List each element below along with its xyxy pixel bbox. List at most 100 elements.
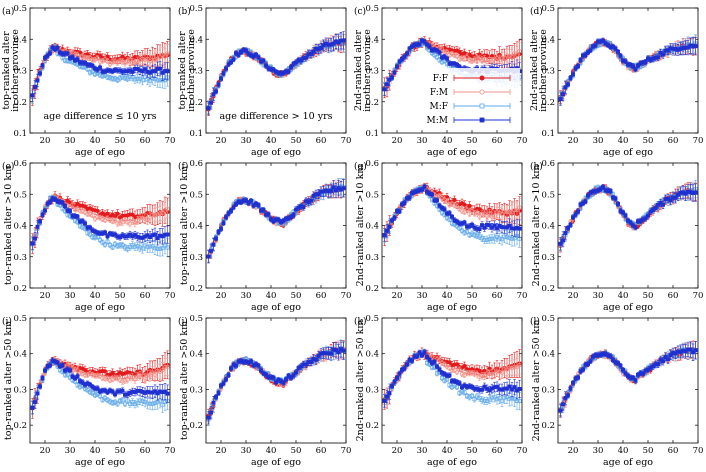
series-mm (558, 37, 698, 106)
y-tick-label: 0.1 (189, 129, 203, 139)
data-point (33, 236, 37, 241)
legend-marker (479, 117, 485, 123)
data-point (63, 58, 67, 63)
data-point (447, 52, 452, 57)
data-point (474, 56, 480, 61)
x-tick-label: 70 (341, 136, 352, 146)
data-point (432, 53, 437, 57)
data-point (40, 63, 45, 68)
data-point (105, 239, 110, 244)
data-point (561, 92, 565, 97)
series-fm (558, 35, 698, 105)
data-point (153, 69, 157, 74)
data-point (90, 235, 95, 239)
data-point (244, 48, 248, 53)
data-point (477, 56, 482, 61)
data-point (105, 54, 110, 59)
data-point (103, 242, 107, 247)
y-tick-label: 0.4 (541, 35, 555, 45)
y-axis-label: 2nd-ranked alter (529, 30, 540, 111)
data-point (137, 216, 143, 221)
data-point (160, 210, 165, 215)
data-point (145, 217, 150, 222)
data-point (457, 49, 462, 54)
data-point (38, 71, 42, 76)
data-point (224, 66, 228, 71)
data-point (140, 246, 145, 251)
data-point (231, 57, 236, 62)
data-point (216, 82, 221, 87)
y-tick-label: 0.2 (541, 98, 555, 108)
data-point (150, 212, 155, 217)
x-tick-label: 70 (165, 136, 176, 146)
x-tick-label: 60 (668, 136, 679, 146)
panel-e: 20 30 40 50 60 70 0.2 0.3 0.4 0.5 0.6 age of ego top… (2, 159, 175, 313)
data-point (77, 50, 83, 55)
data-point (38, 219, 42, 224)
data-point (75, 214, 80, 219)
data-point (152, 212, 158, 217)
data-point (95, 56, 100, 61)
data-point (489, 59, 495, 64)
x-tick-label: 60 (140, 136, 151, 146)
data-point (392, 70, 397, 75)
x-tick-label: 30 (417, 136, 428, 146)
data-point (95, 208, 100, 213)
panel-b: 20 30 40 50 60 70 0.1 0.2 0.3 0.4 0.5 age of ego top… (177, 4, 351, 158)
legend-label-mf: M:F (430, 102, 449, 112)
data-point (95, 214, 100, 220)
panel-label: (d) (530, 6, 543, 17)
data-point (271, 67, 276, 72)
y-tick-label: 0.5 (13, 190, 27, 200)
y-tick-label: 0.2 (13, 284, 27, 294)
data-point (390, 75, 394, 80)
data-point (140, 69, 145, 74)
x-tick-label: 60 (140, 291, 151, 301)
data-point (140, 78, 145, 83)
data-point (90, 57, 95, 63)
data-point (82, 55, 88, 60)
data-point (110, 59, 115, 64)
data-point (517, 49, 522, 54)
y-tick-label: 0.5 (189, 190, 203, 200)
data-point (309, 51, 313, 56)
data-point (98, 65, 102, 70)
y-axis-label: in other province (362, 29, 373, 112)
data-point (509, 54, 515, 59)
data-point (504, 53, 510, 58)
data-point (445, 56, 449, 61)
y-axis-label: top-ranked alter >10 km (179, 166, 190, 285)
x-axis-label: age of ego (251, 147, 301, 158)
data-point (105, 75, 110, 80)
x-axis-label: age of ego (427, 147, 477, 158)
panel-c: 20 30 40 50 60 70 0.1 0.2 0.3 0.4 0.5 age of ego 2nd… (353, 4, 527, 158)
y-tick-label: 0.5 (13, 4, 27, 14)
x-tick-label: 30 (241, 136, 252, 146)
data-point (502, 56, 507, 61)
data-point (239, 50, 243, 54)
data-point (142, 57, 148, 63)
data-point (130, 69, 135, 74)
data-point (75, 52, 80, 57)
data-point (487, 56, 492, 61)
data-point (130, 59, 135, 64)
legend: F:F F:M M:F M:M (408, 68, 520, 130)
data-point (165, 51, 170, 56)
data-point (395, 64, 399, 69)
data-point (30, 93, 35, 98)
data-point (155, 212, 160, 217)
y-tick-label: 0.2 (189, 98, 203, 108)
series-mm (206, 31, 346, 115)
data-point (229, 60, 233, 65)
series-group (30, 40, 170, 106)
x-tick-label: 20 (392, 136, 403, 146)
series-group (206, 177, 346, 264)
data-point (163, 243, 167, 248)
panel-label: (b) (178, 6, 191, 17)
data-point (65, 51, 70, 56)
data-point (385, 82, 389, 87)
data-point (117, 220, 123, 226)
data-point (120, 74, 125, 79)
data-point (462, 51, 467, 56)
series-mm (30, 44, 170, 102)
